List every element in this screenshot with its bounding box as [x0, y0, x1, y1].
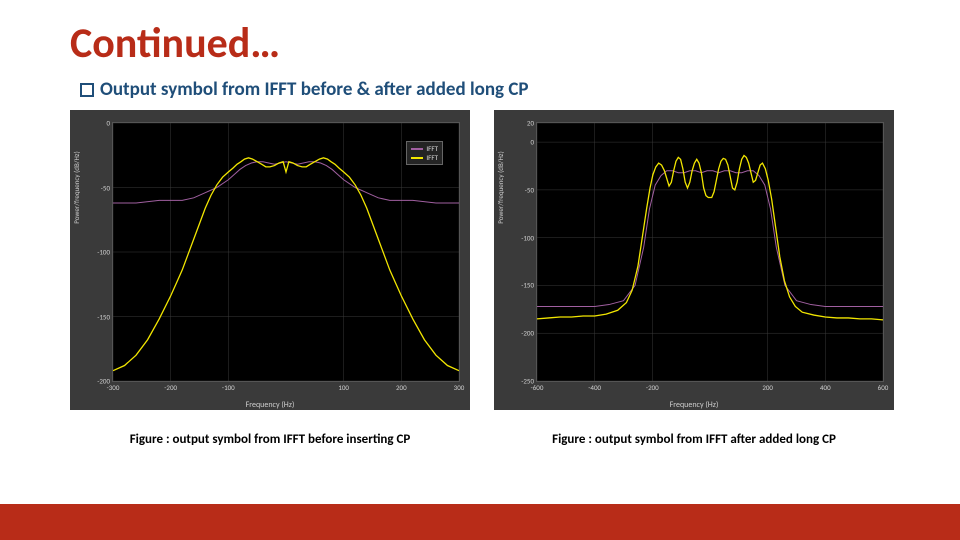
- ytick: 0: [106, 119, 110, 128]
- chart-right: Power/frequency (dB/Hz) -600-400-2002004…: [494, 110, 894, 410]
- legend-label: IFFT: [426, 144, 438, 153]
- xtick: -400: [588, 383, 601, 392]
- caption-right: Figure : output symbol from IFFT after a…: [494, 432, 894, 447]
- ytick: -50: [525, 185, 534, 194]
- xtick: 100: [338, 383, 349, 392]
- ytick: -50: [101, 183, 110, 192]
- chart-left-wrap: Power/frequency (dB/Hz) IFFTIFFT -300-20…: [70, 110, 470, 447]
- subtitle: Output symbol from IFFT before & after a…: [100, 78, 529, 101]
- chart-left: Power/frequency (dB/Hz) IFFTIFFT -300-20…: [70, 110, 470, 410]
- xlabel-right: Frequency (Hz): [494, 400, 894, 410]
- ytick: 20: [527, 119, 534, 128]
- xtick: 400: [820, 383, 831, 392]
- caption-left: Figure : output symbol from IFFT before …: [70, 432, 470, 447]
- ytick: -200: [521, 329, 534, 338]
- plot-area-left: IFFTIFFT -300-200-1001002003000-50-100-1…: [112, 122, 460, 382]
- xtick: 200: [762, 383, 773, 392]
- xtick: 200: [396, 383, 407, 392]
- ytick: -150: [521, 281, 534, 290]
- footer-bar: [0, 504, 960, 540]
- ylabel-left: Power/frequency (dB/Hz): [72, 151, 81, 223]
- charts-container: Power/frequency (dB/Hz) IFFTIFFT -300-20…: [70, 110, 894, 447]
- plot-area-right: -600-400-200200400600200-50-100-150-200-…: [536, 122, 884, 382]
- xtick: -200: [164, 383, 177, 392]
- legend-swatch: [411, 148, 423, 150]
- chart-right-wrap: Power/frequency (dB/Hz) -600-400-2002004…: [494, 110, 894, 447]
- legend-row: IFFT: [411, 144, 438, 153]
- page-title: Continued…: [70, 18, 280, 69]
- slide: Continued… Output symbol from IFFT befor…: [0, 0, 960, 540]
- legend-label: IFFT: [426, 153, 438, 162]
- xtick: 300: [454, 383, 465, 392]
- square-outline-icon: [80, 83, 94, 97]
- ytick: -100: [97, 248, 110, 257]
- ytick: -250: [521, 377, 534, 386]
- ytick: 0: [530, 138, 534, 147]
- legend-row: IFFT: [411, 153, 438, 162]
- legend-swatch: [411, 157, 423, 159]
- legend-left: IFFTIFFT: [406, 141, 443, 165]
- xtick: -100: [222, 383, 235, 392]
- bullet-row: Output symbol from IFFT before & after a…: [80, 78, 529, 101]
- ytick: -100: [521, 233, 534, 242]
- ytick: -200: [97, 377, 110, 386]
- ytick: -150: [97, 312, 110, 321]
- ylabel-right: Power/frequency (dB/Hz): [496, 151, 505, 223]
- xtick: -200: [646, 383, 659, 392]
- plot-svg-right: [537, 123, 883, 381]
- xtick: 600: [878, 383, 889, 392]
- xlabel-left: Frequency (Hz): [70, 400, 470, 410]
